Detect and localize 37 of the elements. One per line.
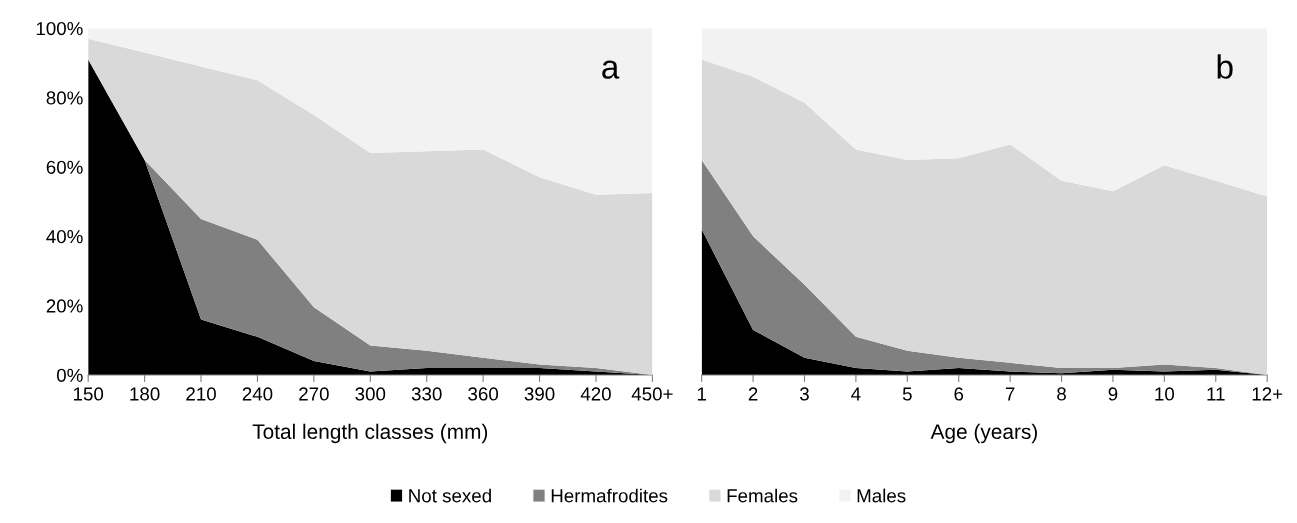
x-tick-label: 210 — [186, 387, 216, 401]
annotation: b — [1217, 54, 1233, 79]
x-tick-label: 180 — [130, 387, 160, 401]
y-tick-label: 60% — [46, 160, 83, 174]
y-tick-label: 40% — [46, 229, 83, 244]
annotation: a — [602, 60, 620, 79]
x-tick-label: 10 — [1155, 387, 1175, 401]
x-tick-label: 1 — [697, 387, 706, 401]
legend-label: Females — [727, 488, 798, 503]
x-tick-label: 2 — [748, 387, 758, 401]
x-tick-label: 8 — [1057, 387, 1066, 401]
x-tick-label: 330 — [411, 387, 442, 401]
y-tick-label: 0% — [56, 368, 83, 382]
x-tick-label: 270 — [299, 387, 329, 401]
x-tick-label: 11 — [1207, 387, 1225, 401]
legend-label: Hermafrodites — [551, 488, 668, 503]
x-tick-label: 4 — [851, 387, 861, 401]
x-axis-title: Total length classes (mm) — [252, 423, 488, 444]
x-tick-label: 6 — [954, 387, 964, 401]
x-tick-label: 390 — [524, 387, 555, 401]
x-tick-label: 240 — [242, 387, 273, 401]
x-tick-label: 150 — [73, 387, 104, 401]
y-tick-label: 100% — [36, 21, 83, 36]
y-tick-label: 20% — [46, 299, 83, 313]
x-tick-label: 12+ — [1252, 387, 1283, 401]
x-tick-label: 9 — [1108, 387, 1118, 401]
legend-label: Not sexed — [409, 488, 491, 503]
x-tick-label: 7 — [1005, 387, 1015, 401]
x-tick-label: 5 — [902, 387, 912, 401]
x-tick-label: 300 — [355, 387, 386, 401]
x-tick-label: 3 — [800, 387, 809, 401]
x-tick-label: 360 — [468, 387, 499, 401]
y-tick-label: 80% — [46, 91, 83, 105]
x-axis-title: Age (years) — [930, 423, 1037, 444]
x-tick-label: 420 — [580, 387, 611, 401]
legend-label: Males — [857, 488, 906, 503]
x-tick-label: 450+ — [631, 387, 673, 401]
